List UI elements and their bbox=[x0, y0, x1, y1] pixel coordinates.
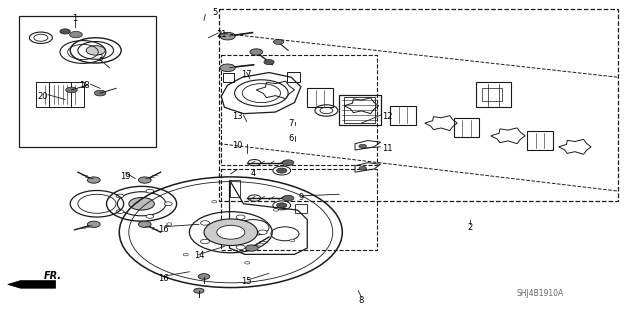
Circle shape bbox=[183, 253, 188, 256]
Circle shape bbox=[276, 203, 287, 208]
Circle shape bbox=[258, 230, 267, 234]
Text: 17: 17 bbox=[241, 70, 252, 78]
Text: 5: 5 bbox=[212, 8, 218, 17]
Polygon shape bbox=[8, 281, 56, 288]
Circle shape bbox=[88, 221, 100, 227]
Text: 4: 4 bbox=[250, 169, 256, 178]
Circle shape bbox=[282, 160, 294, 166]
Text: 6: 6 bbox=[289, 134, 294, 144]
Text: 14: 14 bbox=[194, 251, 204, 260]
Text: 1: 1 bbox=[72, 14, 77, 23]
Circle shape bbox=[290, 239, 295, 242]
Text: 15: 15 bbox=[241, 277, 252, 286]
Circle shape bbox=[273, 209, 278, 211]
Circle shape bbox=[244, 262, 250, 264]
Circle shape bbox=[88, 177, 100, 183]
Circle shape bbox=[236, 215, 245, 219]
Text: 18: 18 bbox=[79, 81, 90, 90]
Text: 16: 16 bbox=[159, 274, 169, 283]
Text: 12: 12 bbox=[381, 112, 392, 121]
Text: 11: 11 bbox=[381, 144, 392, 153]
Circle shape bbox=[200, 239, 209, 244]
Circle shape bbox=[116, 194, 124, 198]
Circle shape bbox=[359, 167, 367, 170]
Circle shape bbox=[138, 177, 151, 183]
Circle shape bbox=[264, 60, 274, 65]
Circle shape bbox=[200, 221, 209, 225]
Text: FR.: FR. bbox=[44, 271, 61, 280]
Text: 20: 20 bbox=[38, 92, 48, 101]
Circle shape bbox=[359, 144, 367, 148]
Circle shape bbox=[250, 49, 262, 55]
Circle shape bbox=[70, 32, 83, 38]
Circle shape bbox=[129, 197, 154, 210]
Circle shape bbox=[246, 245, 258, 251]
Circle shape bbox=[138, 221, 151, 227]
Text: 16: 16 bbox=[159, 225, 169, 234]
Text: 7: 7 bbox=[289, 119, 294, 128]
Circle shape bbox=[146, 214, 154, 218]
Circle shape bbox=[146, 189, 154, 193]
Circle shape bbox=[86, 46, 105, 55]
Circle shape bbox=[217, 225, 245, 239]
Circle shape bbox=[164, 202, 172, 206]
Text: 3: 3 bbox=[97, 54, 103, 63]
Circle shape bbox=[60, 29, 70, 34]
Circle shape bbox=[273, 201, 291, 210]
Text: 21: 21 bbox=[216, 30, 227, 39]
Circle shape bbox=[276, 168, 287, 173]
Text: 8: 8 bbox=[359, 296, 364, 305]
Circle shape bbox=[194, 288, 204, 293]
Circle shape bbox=[236, 245, 245, 249]
Circle shape bbox=[282, 195, 294, 201]
Circle shape bbox=[273, 39, 284, 44]
Text: 13: 13 bbox=[232, 112, 243, 121]
Circle shape bbox=[204, 219, 257, 246]
Circle shape bbox=[198, 274, 210, 279]
Circle shape bbox=[220, 64, 236, 71]
Circle shape bbox=[95, 90, 106, 96]
Text: 9: 9 bbox=[298, 193, 303, 202]
Circle shape bbox=[220, 33, 236, 40]
Text: 10: 10 bbox=[232, 141, 243, 150]
Text: SHJ4B1910A: SHJ4B1910A bbox=[516, 289, 563, 298]
Circle shape bbox=[166, 223, 172, 225]
Circle shape bbox=[212, 200, 217, 203]
Text: 19: 19 bbox=[120, 172, 131, 182]
Text: 2: 2 bbox=[467, 223, 472, 232]
Circle shape bbox=[116, 210, 124, 213]
Circle shape bbox=[273, 166, 291, 175]
Circle shape bbox=[66, 87, 77, 93]
